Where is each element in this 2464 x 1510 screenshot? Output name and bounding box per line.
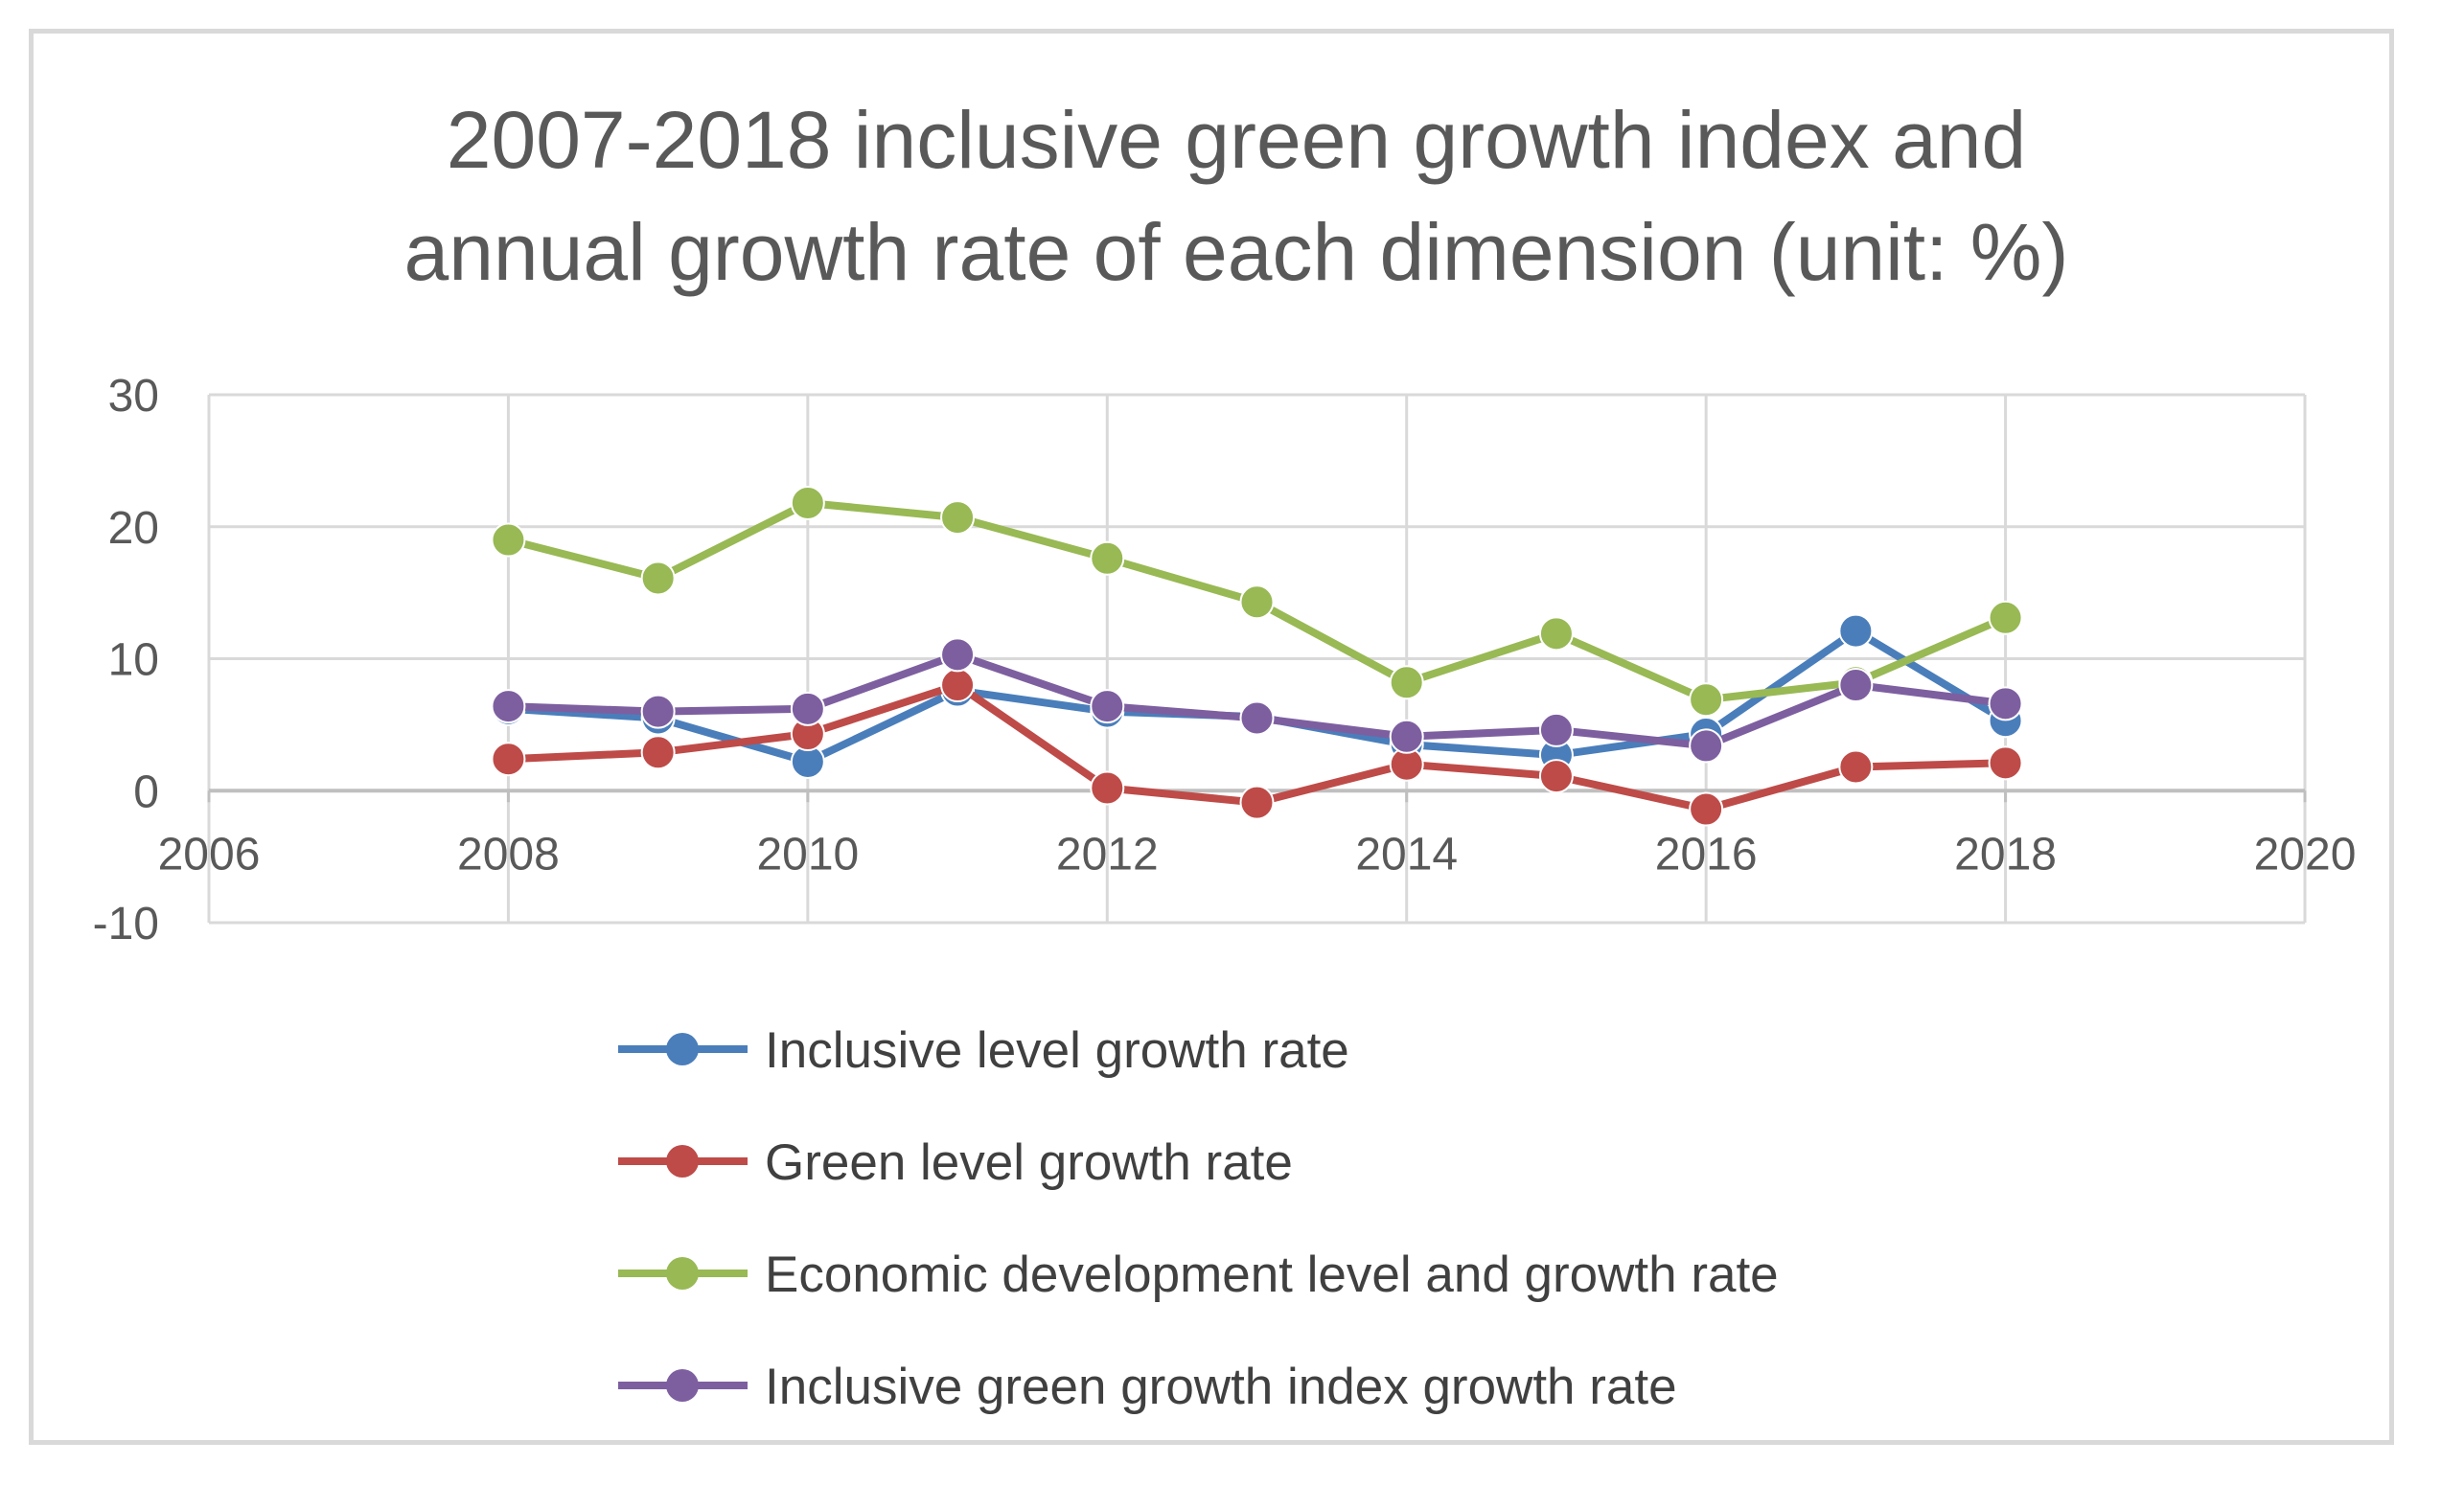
x-tick-label: 2014 <box>1355 829 1458 880</box>
data-point <box>1241 787 1274 819</box>
legend-marker <box>666 1145 699 1178</box>
x-tick-label: 2018 <box>1954 829 2057 880</box>
data-point <box>492 524 524 557</box>
data-point <box>792 693 824 725</box>
legend-label: Inclusive level growth rate <box>765 1022 1349 1079</box>
x-tick-label: 2006 <box>158 829 261 880</box>
series-lines <box>492 487 2021 826</box>
data-point <box>1839 615 1872 648</box>
legend-item: Inclusive green growth index growth rate <box>618 1359 1677 1415</box>
data-point <box>1990 746 2022 779</box>
data-point <box>1690 683 1722 716</box>
legend-marker <box>666 1369 699 1402</box>
legend-label: Economic development level and growth ra… <box>765 1247 1779 1303</box>
data-point <box>492 743 524 775</box>
data-point <box>1690 729 1722 762</box>
series-3 <box>492 487 2021 716</box>
line-chart: 2007-2018 inclusive green growth index a… <box>0 0 2464 1510</box>
x-tick-label: 2010 <box>756 829 859 880</box>
data-point <box>1540 617 1573 650</box>
data-point <box>1690 793 1722 826</box>
legend: Inclusive level growth rate Green level g… <box>618 1022 1779 1415</box>
data-point <box>1990 602 2022 634</box>
data-point <box>492 690 524 722</box>
data-point <box>1540 760 1573 792</box>
chart-title-line-1: 2007-2018 inclusive green growth index a… <box>447 95 2026 185</box>
data-point <box>1839 669 1872 701</box>
x-tick-label: 2016 <box>1655 829 1758 880</box>
y-tick-label: 20 <box>108 503 159 554</box>
chart-title-line-2: annual growth rate of each dimension (un… <box>404 207 2069 297</box>
y-tick-label: 30 <box>108 371 159 422</box>
data-point <box>792 487 824 519</box>
y-tick-label: -10 <box>93 899 159 949</box>
data-point <box>1091 771 1123 804</box>
data-point <box>1990 687 2022 720</box>
legend-label: Inclusive green growth index growth rate <box>765 1359 1677 1415</box>
data-point <box>1391 721 1423 753</box>
chart-title: 2007-2018 inclusive green growth index a… <box>404 95 2069 297</box>
y-tick-label: 10 <box>108 635 159 686</box>
x-tick-label: 2020 <box>2254 829 2357 880</box>
y-tick-label: 0 <box>133 766 159 817</box>
data-point <box>1839 750 1872 783</box>
legend-item: Economic development level and growth ra… <box>618 1247 1779 1303</box>
data-point <box>941 501 974 534</box>
legend-item: Green level growth rate <box>618 1134 1293 1191</box>
legend-item: Inclusive level growth rate <box>618 1022 1349 1079</box>
x-tick-label: 2008 <box>457 829 560 880</box>
data-point <box>642 736 675 768</box>
data-point <box>941 669 974 701</box>
data-point <box>1241 701 1274 734</box>
data-point <box>1091 690 1123 722</box>
data-point <box>941 638 974 671</box>
data-point <box>1091 542 1123 575</box>
series-1 <box>492 615 2021 778</box>
data-point <box>642 561 675 594</box>
data-point <box>642 696 675 728</box>
legend-marker <box>666 1033 699 1065</box>
data-point <box>1540 714 1573 746</box>
legend-marker <box>666 1257 699 1290</box>
data-point <box>1241 585 1274 618</box>
data-point <box>1391 666 1423 698</box>
legend-label: Green level growth rate <box>765 1134 1293 1191</box>
x-tick-label: 2012 <box>1056 829 1159 880</box>
